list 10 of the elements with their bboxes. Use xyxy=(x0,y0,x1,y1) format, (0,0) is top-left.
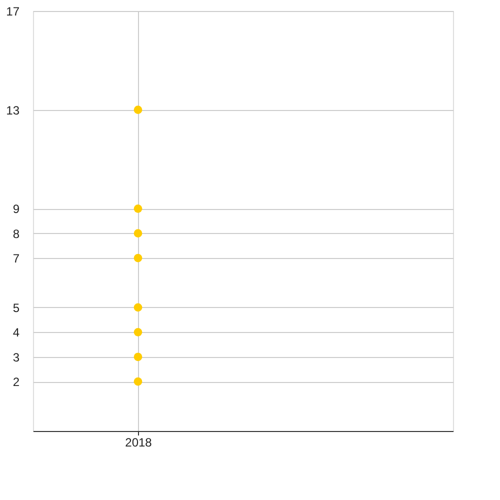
y-tick-label: 13 xyxy=(6,103,20,118)
y-tick-label: 17 xyxy=(6,4,20,18)
y-tick-label: 7 xyxy=(12,252,20,266)
y-tick-label: 3 xyxy=(12,350,20,364)
y-tick-label: 8 xyxy=(12,226,20,241)
x-tick-label: 2018 xyxy=(125,436,152,450)
y-tick-label: 5 xyxy=(12,300,20,315)
y-tick-label: 4 xyxy=(12,326,20,340)
y-tick-label: 2 xyxy=(12,375,20,390)
y-tick-label: 9 xyxy=(12,202,20,216)
